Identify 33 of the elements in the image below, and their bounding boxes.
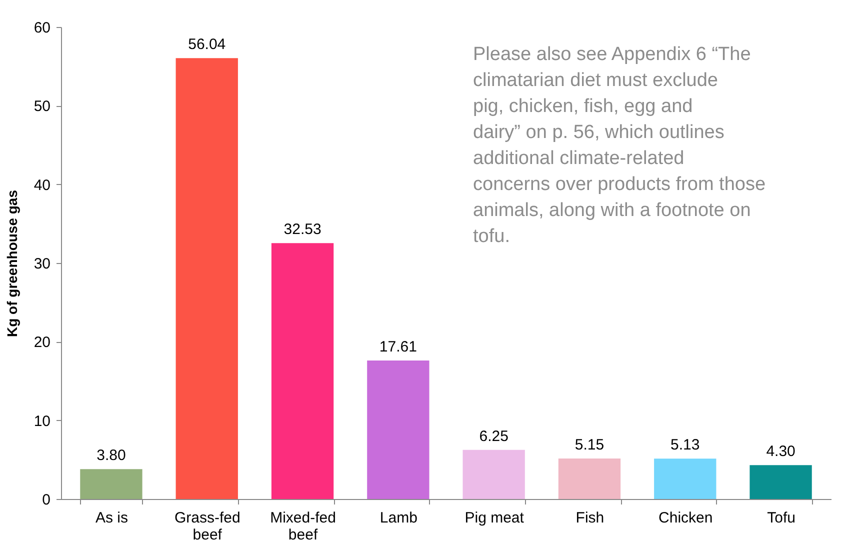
data-label: 6.25 (479, 428, 508, 445)
bar (654, 458, 716, 499)
data-label: 32.53 (284, 221, 322, 238)
y-tick-label: 30 (34, 256, 50, 272)
bar (367, 360, 430, 499)
x-tick-label: Chicken (658, 510, 713, 526)
x-tick-label: Mixed-fed beef (270, 510, 336, 544)
bar (271, 243, 334, 499)
bar (80, 469, 142, 499)
data-label: 4.30 (766, 443, 796, 460)
y-axis-title: Kg of greenhouse gas (4, 190, 20, 338)
y-tick-label: 40 (34, 176, 50, 194)
y-tick-label: 10 (34, 412, 50, 430)
annotation: Please also see Appendix 6 “The climatarian diet must exclude pig, chicken, fish, egg and dairy” on p. 56, which outlines additional climate-related concerns over products from those animals, along with a footnote on tofu. (473, 44, 766, 247)
x-tick-label: Pig meat (464, 510, 525, 526)
data-label: 5.15 (574, 436, 604, 454)
x-tick-label: Tofu (767, 510, 796, 526)
y-tick-label: 0 (42, 492, 50, 508)
x-tick-label: As is (95, 510, 128, 526)
x-tick-label: Fish (576, 510, 604, 526)
bar (750, 465, 812, 499)
data-label: 17.61 (379, 338, 417, 356)
x-tick-label: Grass-fed beef (174, 510, 240, 544)
y-tick-label: 60 (34, 20, 50, 36)
x-tick-label: Lamb (380, 510, 418, 526)
bar (176, 58, 238, 499)
data-label: 3.80 (96, 447, 126, 464)
bar (462, 450, 525, 499)
bar (558, 458, 621, 499)
y-tick-label: 50 (34, 98, 50, 116)
data-label: 56.04 (188, 36, 226, 54)
y-tick-label: 20 (34, 334, 50, 352)
data-label: 5.13 (670, 436, 700, 454)
